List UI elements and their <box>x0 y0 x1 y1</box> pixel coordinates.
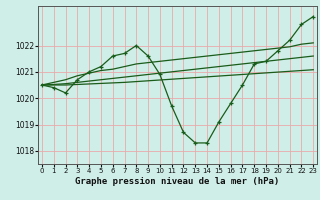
X-axis label: Graphe pression niveau de la mer (hPa): Graphe pression niveau de la mer (hPa) <box>76 177 280 186</box>
